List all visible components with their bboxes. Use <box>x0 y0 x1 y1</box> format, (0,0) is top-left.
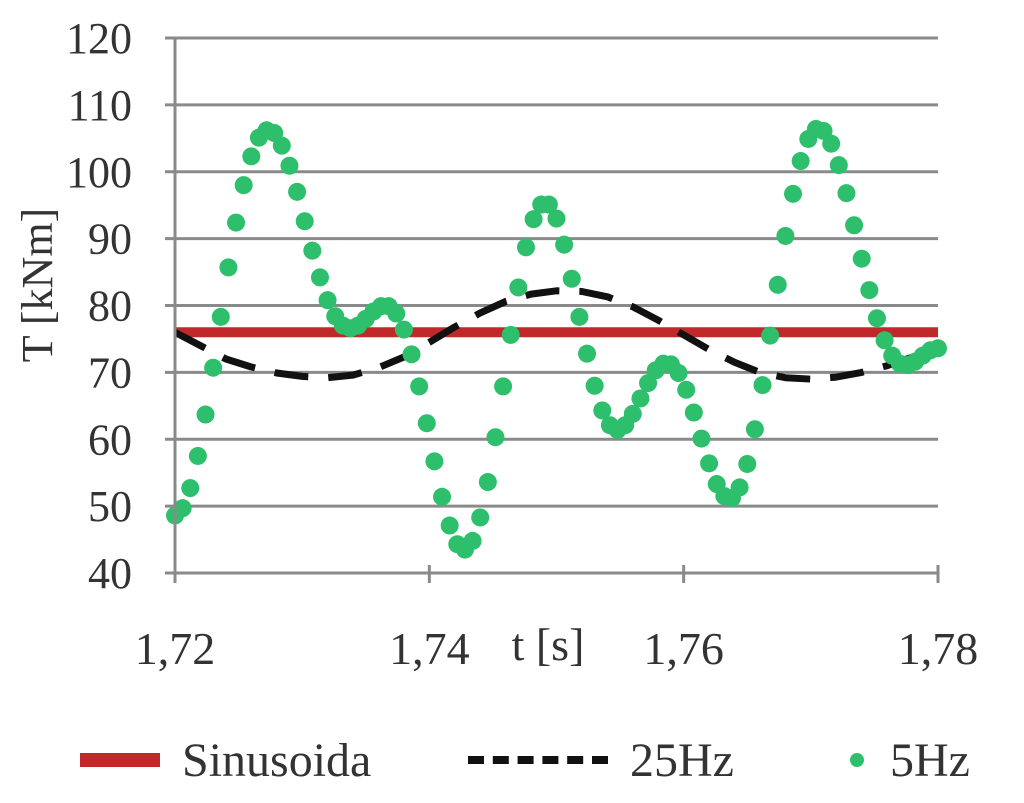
series-5hz-point <box>425 452 444 471</box>
series-5hz-point <box>745 420 764 439</box>
series-5hz-point <box>272 136 291 155</box>
series-5hz-point <box>410 377 429 396</box>
series-5hz-point <box>288 182 307 201</box>
series-5hz-point <box>776 226 795 245</box>
series-5hz-point <box>692 429 711 448</box>
series-5hz-point <box>753 376 772 395</box>
series-5hz-point <box>929 339 947 358</box>
legend-dot-swatch <box>850 753 864 767</box>
series-5hz-point <box>547 209 566 228</box>
series-5hz-point <box>555 235 574 254</box>
series-layer <box>166 119 947 559</box>
series-5hz-point <box>310 268 329 287</box>
series-5hz-point <box>196 405 215 424</box>
series-5hz-point <box>677 380 696 399</box>
y-tick-label: 40 <box>88 549 132 598</box>
series-5hz-point <box>181 479 200 498</box>
series-5hz-point <box>219 258 238 277</box>
series-5hz-point <box>585 376 604 395</box>
series-5hz-point <box>570 307 589 326</box>
legend-item-sinusoida: Sinusoida <box>80 730 371 790</box>
legend-item-25hz: 25Hz <box>468 730 734 790</box>
x-tick-label: 1,74 <box>389 623 470 674</box>
series-5hz-point <box>761 326 780 345</box>
series-5hz-point <box>829 156 848 175</box>
series-5hz-point <box>860 281 879 300</box>
y-tick-label: 80 <box>88 282 132 331</box>
series-5hz-point <box>852 249 871 268</box>
series-5hz-point <box>623 404 642 423</box>
series-5hz-point <box>784 184 803 203</box>
series-5hz-point <box>867 309 886 328</box>
series-5hz-point <box>684 403 703 422</box>
series-5hz-point <box>738 454 757 473</box>
legend-line-swatch <box>80 753 160 767</box>
grid-lines <box>175 36 938 575</box>
series-5hz-point <box>387 304 406 323</box>
legend: Sinusoida 25Hz 5Hz <box>0 730 1024 803</box>
series-5hz-point <box>211 307 230 326</box>
x-tick-label: 1,76 <box>643 623 724 674</box>
series-5hz-point <box>768 275 787 294</box>
series-5hz-point <box>494 377 513 396</box>
series-5hz-point <box>631 389 650 408</box>
series-5hz-point <box>234 176 253 195</box>
series-5hz-point <box>837 184 856 203</box>
series-5hz-point <box>791 152 810 171</box>
series-5hz-point <box>562 269 581 288</box>
legend-label: 25Hz <box>630 733 734 787</box>
series-5hz-point <box>478 473 497 492</box>
series-5hz-point <box>204 358 223 377</box>
series-5hz-point <box>845 216 864 235</box>
y-tick-label: 70 <box>88 348 132 397</box>
series-5hz-point <box>433 487 452 506</box>
series-5hz-point <box>593 401 612 420</box>
y-tick-label: 100 <box>66 148 132 197</box>
series-5hz-point <box>295 212 314 231</box>
series-5hz-point <box>578 344 597 363</box>
series-5hz-point <box>417 414 436 433</box>
series-5hz-point <box>394 320 413 339</box>
legend-dash-swatch <box>468 756 608 764</box>
x-tick-label: 1,78 <box>898 623 979 674</box>
axes: 40 50 60 70 80 90 100 110 120 1,72 1,74 1,76 1,78 <box>66 14 978 674</box>
series-5hz-point <box>280 156 299 175</box>
legend-label: Sinusoida <box>182 733 372 787</box>
series-5hz-point <box>501 325 520 344</box>
series-25hz-line <box>173 287 940 383</box>
series-5hz-point <box>486 428 505 447</box>
series-5hz-point <box>875 331 894 350</box>
x-tick-label: 1,72 <box>135 623 216 674</box>
y-tick-label: 50 <box>88 482 132 531</box>
series-5hz-point <box>471 508 490 527</box>
series-5hz-point <box>402 345 421 364</box>
series-5hz-point <box>318 291 337 310</box>
chart-canvas: 40 50 60 70 80 90 100 110 120 1,72 1,74 1,76 1,78 t … <box>13 14 978 674</box>
y-tick-label: 110 <box>68 81 132 130</box>
series-5hz-point <box>188 446 207 465</box>
series-5hz-point <box>516 238 535 257</box>
y-tick-label: 60 <box>88 415 132 464</box>
series-5hz-point <box>440 516 459 535</box>
y-axis-label: T [kNm] <box>13 208 62 362</box>
legend-item-5hz: 5Hz <box>836 730 970 790</box>
series-5hz-point <box>524 210 543 229</box>
series-5hz-point <box>822 134 841 153</box>
series-5hz-point <box>509 278 528 297</box>
series-5hz-point <box>669 364 688 383</box>
series-5hz-point <box>227 213 246 232</box>
series-5hz-point <box>700 454 719 473</box>
y-tick-label: 90 <box>88 215 132 264</box>
series-5hz-point <box>539 195 558 214</box>
series-5hz-point <box>242 147 261 166</box>
y-tick-label: 120 <box>66 14 132 63</box>
x-axis-label: t [s] <box>512 619 585 670</box>
legend-label: 5Hz <box>890 733 970 787</box>
series-5hz-point <box>173 499 192 518</box>
series-5hz-point <box>463 531 482 550</box>
series-5hz-point <box>730 478 749 497</box>
series-5hz-point <box>303 241 322 260</box>
